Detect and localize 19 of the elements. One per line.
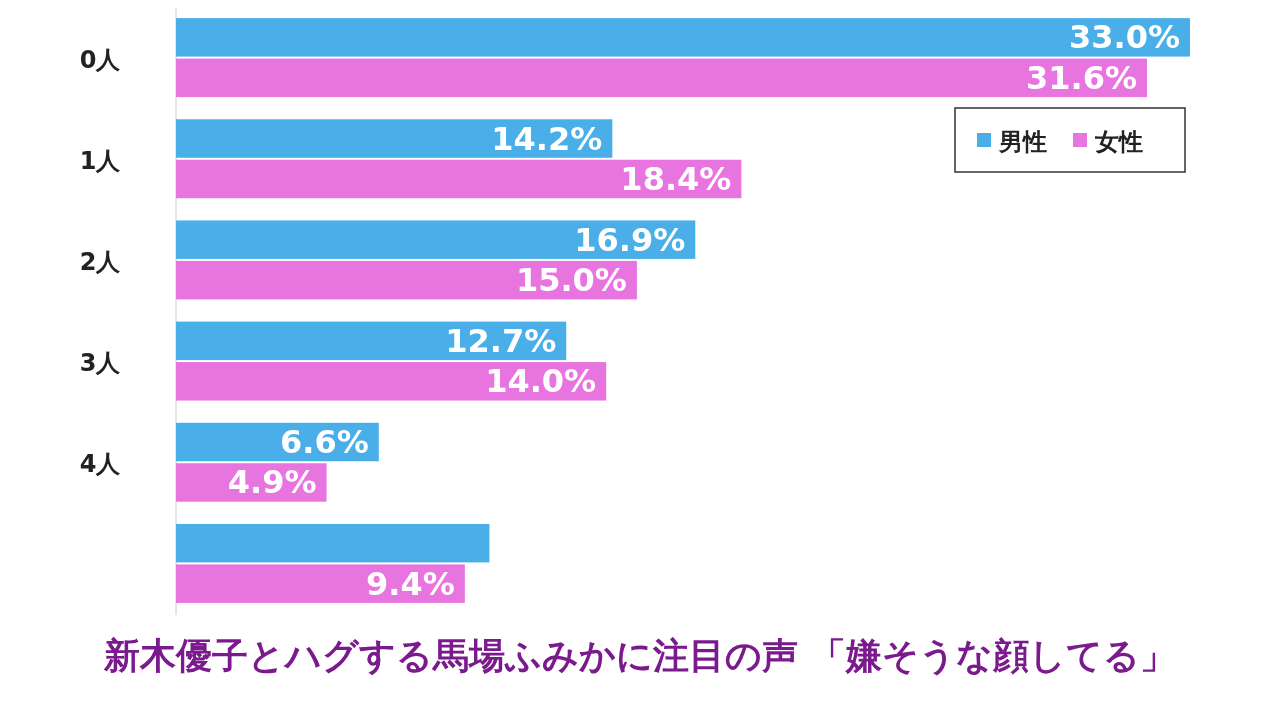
data-label: 31.6% bbox=[1025, 58, 1137, 97]
data-label: 9.4% bbox=[366, 564, 455, 603]
y-tick-label: 2人 bbox=[79, 247, 122, 276]
text: 新木優子とハグする馬場ふみかに注目の声 「嫌そうな顔してる」 bbox=[102, 635, 1177, 676]
data-label: 15.0% bbox=[515, 261, 627, 300]
y-tick-label: 4人 bbox=[79, 450, 122, 479]
data-label: 14.0% bbox=[485, 362, 597, 401]
data-label: 12.7% bbox=[445, 321, 557, 360]
data-label: 18.4% bbox=[620, 159, 732, 198]
data-label: 16.9% bbox=[574, 220, 686, 259]
legend-label: 男性 bbox=[998, 128, 1047, 156]
data-label: 6.6% bbox=[280, 423, 369, 462]
y-tick-label: 3人 bbox=[79, 349, 122, 378]
y-tick-label: 1人 bbox=[79, 146, 122, 175]
data-label: 14.2% bbox=[491, 119, 603, 158]
data-label: 4.9% bbox=[227, 463, 317, 502]
legend-label: 女性 bbox=[1094, 128, 1143, 156]
data-label: 33.0% bbox=[1068, 18, 1180, 57]
y-tick-label: 0人 bbox=[79, 45, 122, 74]
